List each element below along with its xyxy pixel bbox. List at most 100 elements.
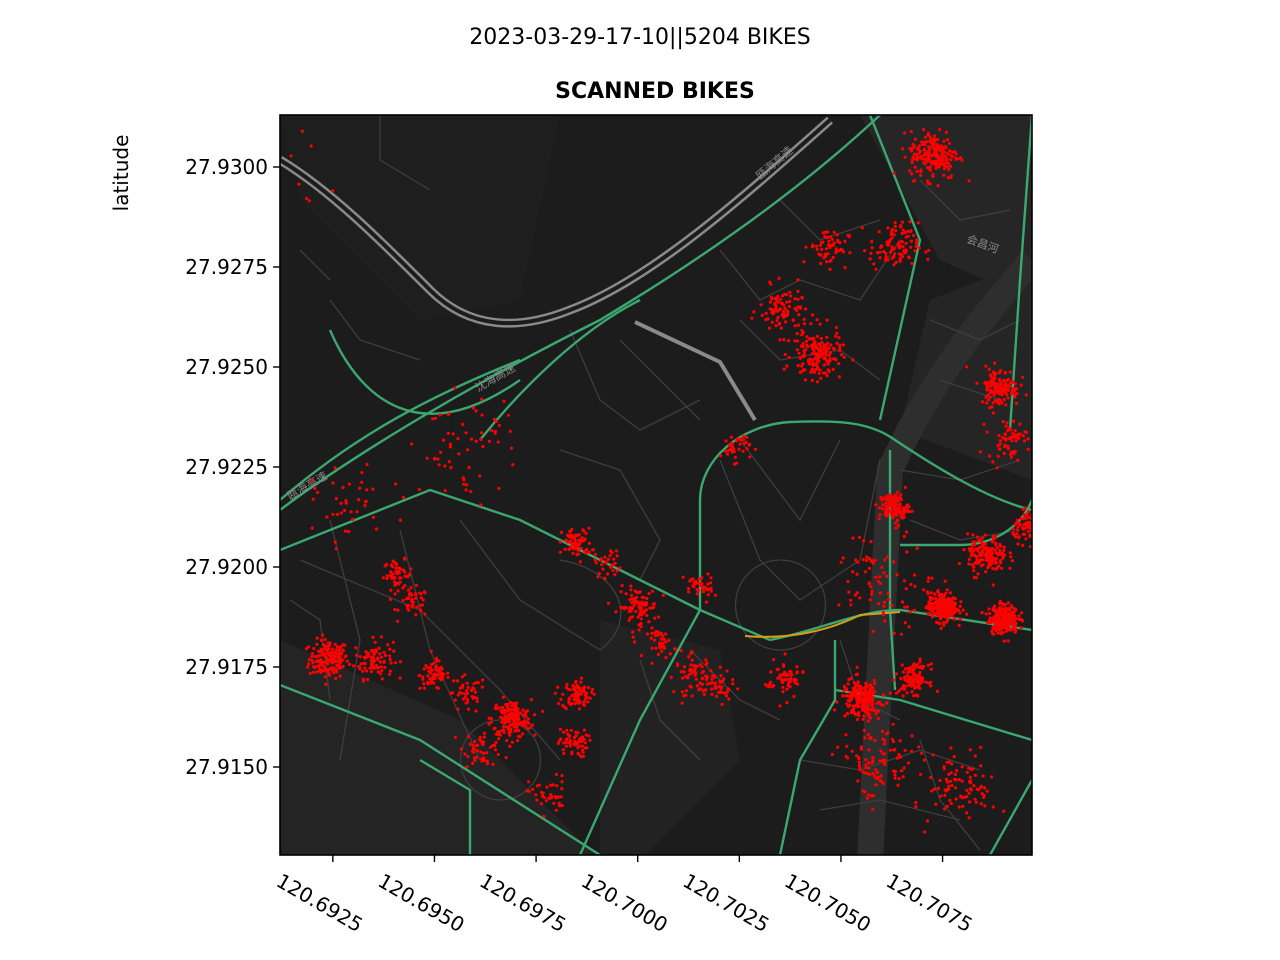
bike-point — [818, 243, 823, 247]
bike-point — [939, 597, 943, 601]
bike-point — [472, 682, 476, 686]
bike-point — [884, 501, 888, 505]
bike-point — [338, 655, 342, 659]
bike-point — [821, 240, 825, 244]
bike-point — [690, 694, 694, 698]
bike-point — [325, 669, 330, 673]
bike-point — [775, 319, 779, 323]
bike-point — [855, 697, 860, 701]
bike-point — [463, 752, 467, 756]
bike-point — [606, 557, 610, 562]
bike-point — [565, 728, 569, 733]
bike-point — [423, 591, 427, 595]
bike-point — [826, 230, 830, 234]
bike-point — [481, 751, 485, 755]
bike-point — [859, 745, 864, 749]
bike-point — [573, 743, 577, 747]
bike-point — [392, 649, 396, 653]
bike-point — [798, 370, 802, 374]
bike-point — [578, 560, 583, 564]
bike-point — [912, 608, 916, 613]
bike-point — [682, 670, 686, 674]
bike-point — [577, 543, 581, 547]
bike-point — [615, 569, 619, 573]
bike-point — [657, 615, 661, 619]
bike-point — [514, 717, 519, 721]
bike-point — [863, 694, 867, 699]
bike-point — [363, 656, 367, 660]
bike-point — [601, 567, 605, 571]
bike-point — [946, 614, 950, 618]
bike-point — [398, 518, 402, 522]
bike-point — [1003, 432, 1007, 436]
bike-point — [868, 736, 872, 741]
bike-point — [822, 363, 826, 367]
bike-point — [787, 677, 791, 681]
bike-point — [438, 413, 442, 417]
bike-point — [581, 539, 586, 543]
bike-point — [985, 401, 989, 405]
bike-point — [910, 675, 914, 679]
bike-point — [584, 531, 588, 536]
bike-point — [419, 596, 423, 600]
bike-point — [1033, 520, 1036, 523]
bike-point — [934, 596, 938, 600]
bike-point — [1012, 452, 1016, 456]
bike-point — [813, 357, 817, 361]
y-axis: 27.915027.917527.920027.922527.925027.92… — [185, 155, 280, 779]
bike-point — [801, 341, 805, 346]
bike-point — [488, 745, 493, 749]
bike-point — [1008, 435, 1013, 439]
bike-point — [331, 666, 335, 670]
bike-point — [1002, 630, 1006, 635]
bike-point — [312, 647, 316, 651]
bike-point — [995, 466, 999, 470]
bike-point — [355, 653, 359, 658]
bike-point — [640, 611, 644, 616]
bike-point — [858, 699, 862, 703]
bike-point — [637, 628, 641, 632]
bike-point — [446, 413, 450, 417]
bike-point — [949, 746, 953, 750]
bike-point — [877, 700, 882, 704]
bike-point — [579, 692, 583, 696]
bike-point — [1001, 420, 1005, 424]
bike-point — [830, 752, 834, 757]
bike-point — [1011, 391, 1015, 395]
bike-point — [828, 359, 832, 363]
bike-point — [489, 720, 493, 725]
bike-point — [885, 574, 889, 579]
bike-point — [787, 355, 791, 359]
bike-point — [874, 711, 878, 716]
bike-point — [851, 358, 855, 362]
bike-point — [608, 554, 612, 558]
bike-point — [948, 603, 952, 607]
bike-point — [908, 169, 912, 173]
bike-point — [603, 576, 607, 580]
bike-point — [446, 431, 450, 435]
bike-point — [325, 647, 329, 651]
bike-point — [950, 154, 954, 158]
bike-point — [779, 677, 784, 682]
bike-point — [597, 571, 601, 576]
bike-point — [508, 429, 512, 433]
bike-point — [941, 614, 945, 618]
bike-point — [506, 413, 511, 417]
bike-point — [699, 687, 703, 691]
bike-point — [902, 251, 907, 255]
bike-point — [938, 128, 942, 132]
bike-point — [948, 164, 952, 168]
bike-point — [943, 161, 947, 165]
chart-title: SCANNED BIKES — [555, 79, 755, 104]
bike-point — [914, 665, 918, 669]
bike-point — [474, 709, 478, 713]
bike-point — [428, 669, 432, 673]
bike-point — [915, 676, 919, 680]
bike-point — [952, 755, 956, 759]
bike-point — [807, 358, 811, 362]
bike-point — [471, 761, 475, 766]
bike-point — [739, 438, 743, 442]
y-tick-label: 27.9175 — [185, 655, 268, 679]
bike-point — [311, 651, 315, 656]
bike-point — [985, 430, 989, 434]
